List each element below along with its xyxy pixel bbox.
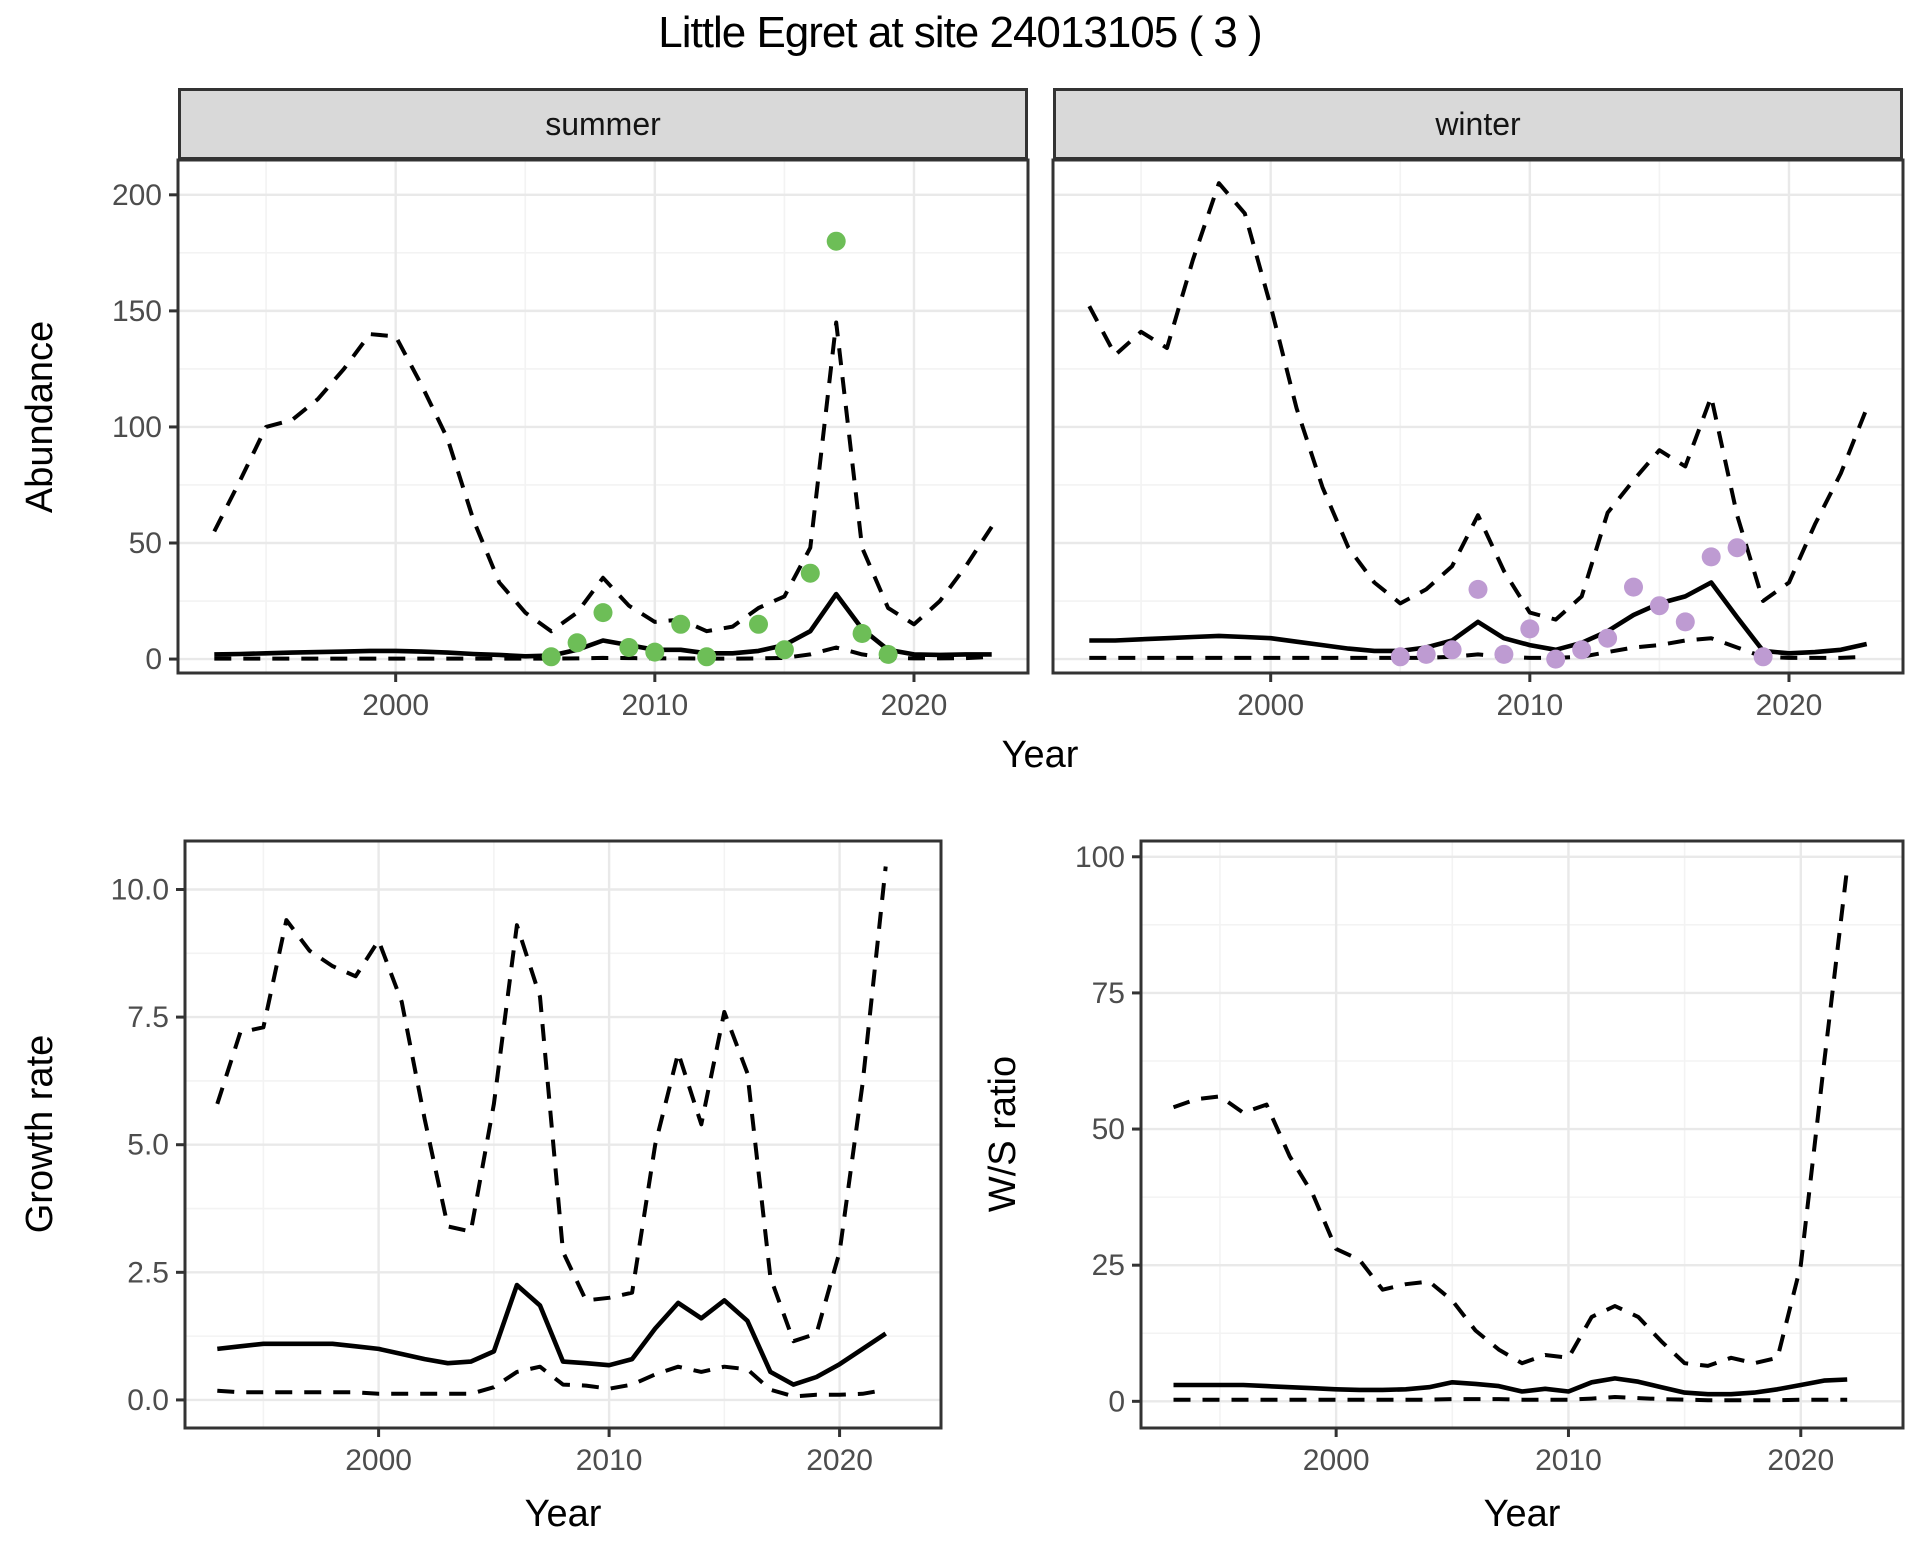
panel-abundance-winter-upper_ci-line xyxy=(1087,181,1869,622)
y-tick-label: 7.5 xyxy=(127,1001,169,1034)
facet-strip-winter: winter xyxy=(1053,88,1903,160)
panel-growth-rate: 2000 2010 2020 0.0 2.5 5.0 7.5 10.0 xyxy=(111,839,943,1477)
panel-abundance-summer-data-point xyxy=(800,563,820,583)
panel-abundance-summer-data-point xyxy=(774,640,794,660)
y-tick-label: 0 xyxy=(145,643,162,676)
x-tick-label: 2020 xyxy=(1756,689,1823,722)
y-tick-label: 0 xyxy=(1108,1385,1125,1418)
panel-ws-ratio: 2000 2010 2020 0 25 50 75 100 xyxy=(1075,839,1905,1477)
panel-abundance-summer-data-point xyxy=(671,614,691,634)
panel-abundance-winter-data-point xyxy=(1416,644,1436,664)
panel-abundance-winter-fit-line xyxy=(1089,580,1868,656)
panel-abundance-winter-data-point xyxy=(1520,619,1540,639)
panel-abundance-winter-data-point xyxy=(1624,577,1643,597)
y-tick-label: 25 xyxy=(1092,1249,1125,1282)
facet-strip-summer-label: summer xyxy=(545,105,661,142)
panel-abundance-summer-lower_ci-line xyxy=(214,645,992,661)
panel-abundance-winter-data-point xyxy=(1546,649,1566,669)
panel-abundance-winter-lower_ci-line xyxy=(1089,636,1867,660)
y-tick-label: 10.0 xyxy=(111,873,169,906)
panel-abundance-summer-data-point xyxy=(826,231,846,251)
panel-abundance-summer-data-point xyxy=(593,603,613,623)
y-tick-label: 0.0 xyxy=(127,1384,169,1417)
panel-growth-rate-fit-line xyxy=(217,1282,887,1387)
panel-abundance-winter-data-point xyxy=(1468,579,1488,599)
x-tick-label: 2020 xyxy=(881,689,948,722)
panel-abundance-summer-data-point xyxy=(878,644,898,664)
x-tick-label: 2010 xyxy=(576,1444,643,1477)
y-tick-label: 200 xyxy=(112,179,162,212)
panel-abundance-summer-upper_ci-line xyxy=(212,320,994,634)
panel-abundance-winter-data-point xyxy=(1494,644,1514,664)
y-tick-label: 150 xyxy=(112,295,162,328)
plot-title: Little Egret at site 24013105 ( 3 ) xyxy=(658,8,1262,57)
y-tick-label: 100 xyxy=(1075,841,1125,874)
panel-abundance-summer-data-point xyxy=(619,638,639,657)
x-tick-label: 2000 xyxy=(362,689,429,722)
x-axis-title-year-top: Year xyxy=(1001,734,1079,776)
y-tick-label: 5.0 xyxy=(127,1129,169,1162)
y-axis-title-growth-rate: Growth rate xyxy=(19,1034,61,1234)
panel-abundance-winter-data-point xyxy=(1390,647,1410,667)
y-axis-title-ws-ratio: W/S ratio xyxy=(982,1055,1024,1213)
panel-abundance-winter-data-point xyxy=(1598,628,1618,648)
panel-abundance-winter-data-point xyxy=(1649,596,1669,616)
x-axis-title-year-growth: Year xyxy=(524,1493,602,1535)
panel-abundance-winter: 2000 2010 2020 xyxy=(1051,158,1905,722)
panel-abundance-winter-data-point xyxy=(1442,640,1462,660)
panel-abundance-winter-data-point xyxy=(1701,547,1721,567)
y-tick-label: 50 xyxy=(129,527,162,560)
x-tick-label: 2000 xyxy=(1303,1444,1370,1477)
panel-abundance-winter-data-point xyxy=(1675,612,1695,632)
x-axis-title-year-ws: Year xyxy=(1483,1493,1561,1535)
panel-abundance-summer-data-point xyxy=(749,614,768,634)
x-tick-label: 2020 xyxy=(806,1444,873,1477)
y-tick-label: 75 xyxy=(1092,977,1125,1010)
y-tick-label: 100 xyxy=(112,411,162,444)
x-tick-label: 2000 xyxy=(1237,689,1304,722)
x-tick-label: 2010 xyxy=(1496,689,1563,722)
facet-strip-summer: summer xyxy=(178,88,1028,160)
panel-ws-ratio-fit-line xyxy=(1173,1376,1848,1397)
x-tick-label: 2020 xyxy=(1767,1444,1834,1477)
x-tick-label: 2010 xyxy=(621,689,688,722)
y-tick-label: 2.5 xyxy=(127,1256,169,1289)
y-tick-label: 50 xyxy=(1092,1113,1125,1146)
panel-abundance-winter-data-point xyxy=(1727,538,1747,558)
x-tick-label: 2010 xyxy=(1535,1444,1602,1477)
panel-abundance-summer-data-point xyxy=(567,633,587,653)
panel-abundance-summer-data-point xyxy=(645,642,665,662)
panel-abundance-summer-data-point xyxy=(697,647,717,667)
panel-abundance-summer: 2000 2010 2020 0 50 100 150 200 xyxy=(112,158,1030,722)
x-tick-label: 2000 xyxy=(345,1444,412,1477)
facet-strip-winter-label: winter xyxy=(1435,105,1521,142)
panel-abundance-summer-data-point xyxy=(541,647,561,667)
y-axis-title-abundance: Abundance xyxy=(19,320,61,514)
panel-growth-rate-upper_ci-line xyxy=(215,866,888,1344)
panel-growth-rate-lower_ci-line xyxy=(217,1364,887,1399)
panel-abundance-winter-data-point xyxy=(1572,640,1592,660)
panel-abundance-winter-data-point xyxy=(1753,647,1773,667)
panel-abundance-summer-data-point xyxy=(852,624,872,643)
panel-ws-ratio-lower_ci-line xyxy=(1173,1395,1848,1403)
panel-ws-ratio-upper_ci-line xyxy=(1172,867,1850,1368)
